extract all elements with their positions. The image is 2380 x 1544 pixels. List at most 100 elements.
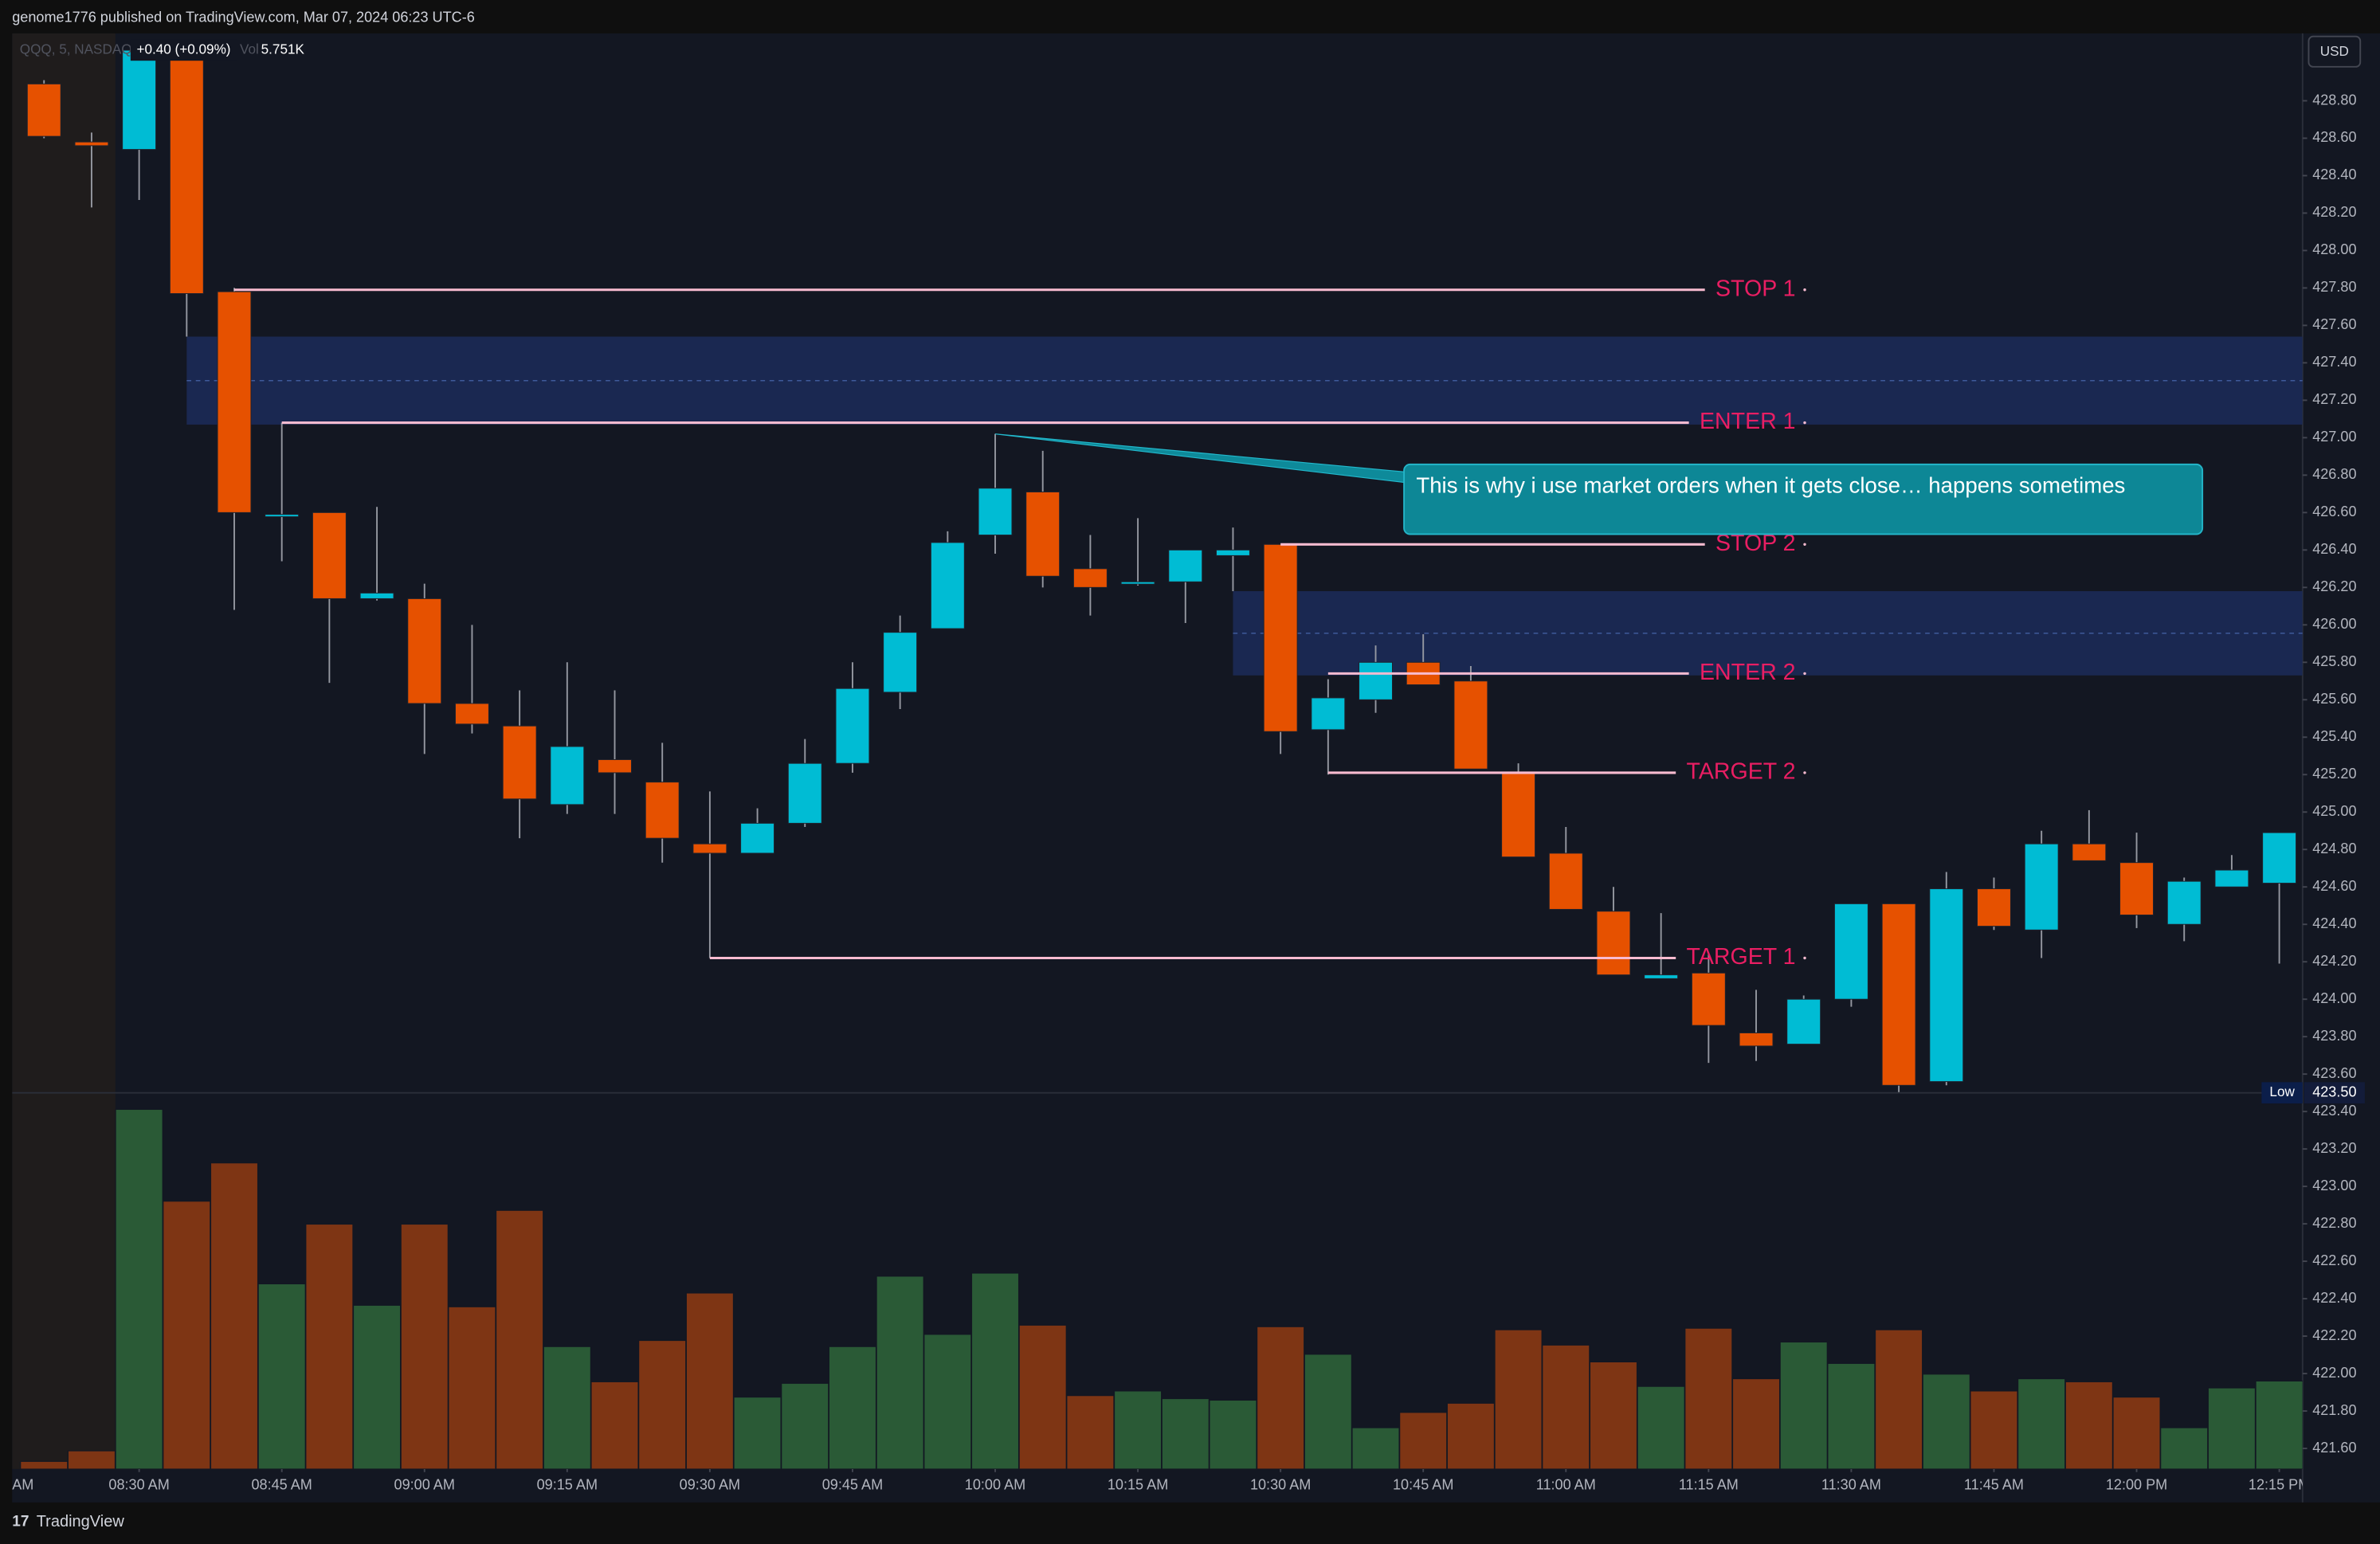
volume-bar <box>923 1334 972 1469</box>
y-tick-label: 427.00 <box>2312 429 2356 445</box>
volume-bar <box>1018 1324 1067 1469</box>
x-tick-label: 09:15 AM <box>537 1477 598 1493</box>
level-dot <box>1803 421 1806 425</box>
level-dot <box>1803 771 1806 774</box>
x-tick-label: 08:30 AM <box>108 1477 169 1493</box>
volume-bar <box>352 1304 402 1469</box>
candle-body <box>2214 869 2249 888</box>
candle-body <box>787 762 822 824</box>
volume-bar <box>163 1201 211 1469</box>
volume-bar <box>638 1339 687 1469</box>
candle-body <box>1644 974 1679 979</box>
session-shade <box>12 33 116 1469</box>
volume-bar <box>67 1450 116 1469</box>
volume-bar <box>496 1209 544 1469</box>
x-tick-label: 10:00 AM <box>965 1477 1025 1493</box>
y-tick-label: 423.00 <box>2312 1178 2356 1193</box>
candle-body <box>74 141 109 147</box>
volume-bar <box>1589 1361 1638 1469</box>
volume-bar <box>1209 1399 1257 1469</box>
low-label-box <box>2261 1082 2303 1104</box>
candle-body <box>1501 772 1536 858</box>
candle-body <box>692 843 727 854</box>
callout-box <box>1403 463 2204 535</box>
volume-bar <box>115 1108 163 1469</box>
level-label: TARGET 2 <box>1687 758 1796 784</box>
candle-body <box>1596 911 1631 976</box>
y-tick-label: 423.80 <box>2312 1028 2356 1044</box>
candle-body <box>1833 903 1868 1000</box>
publisher: genome1776 published on TradingView.com,… <box>12 10 475 25</box>
y-tick-label: 426.40 <box>2312 541 2356 557</box>
candle-body <box>2166 880 2202 925</box>
volume-bar <box>2160 1427 2209 1469</box>
candle-body <box>2072 843 2107 861</box>
volume-bar <box>2112 1397 2161 1469</box>
candle-body <box>883 632 918 693</box>
volume-bar <box>685 1292 734 1469</box>
candle-body <box>2119 862 2154 915</box>
volume-bar <box>1970 1390 2018 1469</box>
y-tick-label: 423.40 <box>2312 1103 2356 1119</box>
x-tick-label: 09:30 AM <box>680 1477 740 1493</box>
level-dot <box>1803 956 1806 960</box>
x-tick-label: 12:00 PM <box>2106 1477 2167 1493</box>
candle-body <box>169 44 204 294</box>
candle-body <box>265 514 300 518</box>
volume-bar <box>828 1346 877 1469</box>
volume-bar <box>1922 1374 1970 1469</box>
volume-bar <box>590 1381 639 1469</box>
volume-bar <box>1874 1329 1923 1469</box>
volume-legend-label: Vol <box>240 41 259 57</box>
level-label: STOP 1 <box>1715 276 1796 301</box>
candle-body <box>550 746 585 805</box>
volume-bar <box>1827 1362 1876 1469</box>
y-tick-label: 428.00 <box>2312 241 2356 257</box>
y-tick-label: 427.40 <box>2312 354 2356 370</box>
candle-body <box>835 688 870 764</box>
y-tick-label: 425.00 <box>2312 803 2356 819</box>
y-tick-label: 428.20 <box>2312 204 2356 220</box>
legend-bg <box>130 39 237 61</box>
candle-body <box>1929 888 1964 1083</box>
callout-text: This is why i use market orders when it … <box>1416 473 2125 498</box>
y-tick-label: 424.60 <box>2312 878 2356 894</box>
candle-body <box>1120 581 1155 585</box>
volume-legend-value: 5.751K <box>261 41 305 57</box>
candle-body <box>1072 568 1108 588</box>
volume-bar <box>1304 1354 1352 1469</box>
candle-body <box>1453 680 1488 770</box>
candle-body <box>1881 903 1916 1086</box>
y-tick-label: 426.80 <box>2312 466 2356 482</box>
low-value: 423.50 <box>2312 1084 2356 1099</box>
candle-body <box>740 822 775 854</box>
y-tick-label: 426.20 <box>2312 578 2356 594</box>
y-tick-label: 424.20 <box>2312 953 2356 969</box>
volume-bar <box>1113 1390 1163 1469</box>
y-tick-label: 422.60 <box>2312 1252 2356 1268</box>
candle-body <box>502 725 537 800</box>
x-tick-label: 10:30 AM <box>1250 1477 1311 1493</box>
volume-bar <box>1684 1327 1733 1469</box>
y-tick-label: 426.60 <box>2312 504 2356 519</box>
volume-bar <box>1399 1412 1448 1469</box>
volume-bar <box>1351 1427 1400 1469</box>
y-tick-label: 427.60 <box>2312 316 2356 332</box>
volume-bar <box>2207 1387 2256 1469</box>
change: +0.40 (+0.09%) <box>136 41 230 57</box>
volume-bar <box>2064 1381 2113 1469</box>
y-tick-label: 428.60 <box>2312 129 2356 145</box>
candle-body <box>1359 661 1393 700</box>
x-tick-label: 11:00 AM <box>1536 1477 1596 1493</box>
volume-bar <box>400 1223 449 1469</box>
candle-body <box>1977 888 2011 927</box>
symbol: QQQ, 5, NASDAQ <box>20 41 132 57</box>
level-label: ENTER 1 <box>1700 409 1796 434</box>
candle-body <box>407 598 442 704</box>
volume-bar <box>970 1272 1020 1469</box>
volume-bar <box>2255 1380 2303 1469</box>
x-tick-label: 10:15 AM <box>1108 1477 1168 1493</box>
y-tick-label: 422.00 <box>2312 1365 2356 1381</box>
